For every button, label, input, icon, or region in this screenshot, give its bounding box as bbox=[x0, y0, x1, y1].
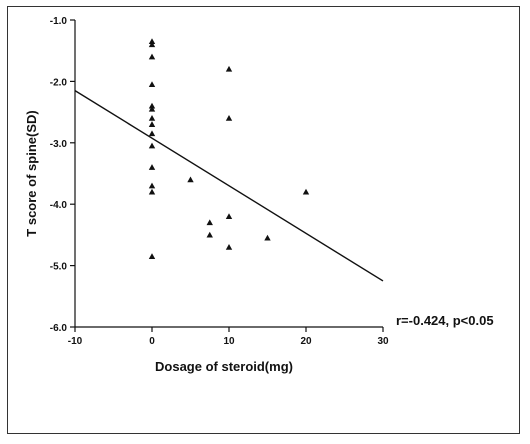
scatter-plot: -1.0 -2.0 -3.0 -4.0 -5.0 -6.0-10 0 10 20 30 Dosag… bbox=[24, 16, 494, 374]
data-point bbox=[148, 253, 156, 259]
data-point bbox=[302, 188, 310, 195]
data-point bbox=[264, 234, 271, 241]
chart-frame: -1.0 -2.0 -3.0 -4.0 -5.0 -6.0 -10 0 10 20 30 Dosag… bbox=[7, 6, 520, 434]
y-tick-label: -2.0 bbox=[50, 77, 68, 88]
x-tick-label: 20 bbox=[300, 336, 312, 347]
y-tick-label: -6.0 bbox=[50, 323, 68, 334]
data-points bbox=[148, 38, 310, 259]
data-point bbox=[148, 81, 156, 88]
data-point bbox=[225, 213, 233, 220]
x-tick-label: -10 bbox=[68, 336, 83, 347]
y-tick-label: -4.0 bbox=[50, 200, 68, 211]
data-point bbox=[148, 121, 156, 127]
data-point bbox=[148, 105, 156, 112]
correlation-annotation: r=-0.424, p<0.05 bbox=[396, 313, 494, 328]
data-point bbox=[148, 142, 156, 149]
y-tick-label: -1.0 bbox=[50, 16, 68, 27]
ticks: -1.0 -2.0 -3.0 -4.0 -5.0 -6.0-10 0 10 20 30 bbox=[50, 16, 389, 347]
data-point bbox=[187, 176, 194, 183]
regression-line bbox=[74, 90, 384, 282]
data-point bbox=[225, 65, 233, 72]
x-axis-title: Dosage of steroid(mg) bbox=[155, 359, 293, 374]
data-point bbox=[206, 219, 213, 226]
data-point bbox=[148, 38, 156, 45]
regression-line-group bbox=[74, 90, 384, 282]
data-point bbox=[148, 130, 156, 137]
x-tick-label: 30 bbox=[377, 336, 389, 347]
data-point bbox=[148, 182, 156, 189]
x-tick-label: 0 bbox=[149, 336, 155, 347]
y-tick-label: -3.0 bbox=[50, 139, 68, 150]
data-point bbox=[225, 115, 233, 121]
data-point bbox=[148, 102, 156, 109]
y-axis-title: T score of spine(SD) bbox=[24, 110, 39, 236]
data-point bbox=[148, 115, 156, 121]
data-point bbox=[148, 41, 156, 48]
data-point bbox=[206, 231, 213, 238]
data-point bbox=[148, 164, 156, 170]
x-tick-label: 10 bbox=[223, 336, 235, 347]
data-point bbox=[225, 243, 233, 250]
data-point bbox=[148, 53, 156, 60]
y-tick-label: -5.0 bbox=[50, 262, 68, 273]
data-point bbox=[148, 188, 156, 195]
